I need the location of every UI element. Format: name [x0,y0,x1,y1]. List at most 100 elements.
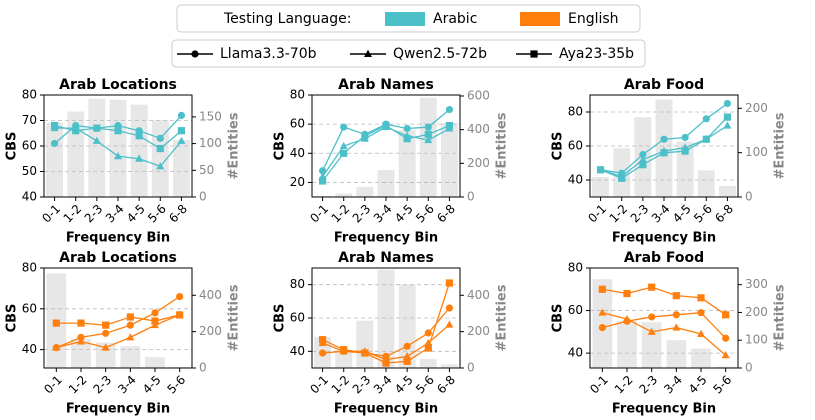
point [382,122,390,130]
point [638,155,647,163]
x-tick-label: 3-4 [103,202,127,226]
point [102,329,110,337]
point [445,122,454,130]
series-line [602,312,727,356]
point [721,351,730,359]
x-tick-label: 5-6 [691,202,715,226]
x-tick-label: 3-4 [661,373,685,397]
x-tick-label: 0-1 [307,202,331,226]
y-tick-label: 80 [22,88,37,102]
y-tick-label: 60 [568,139,583,153]
entity-bar [109,99,127,197]
entity-bar [335,349,353,368]
x-tick-label: 3-4 [649,202,673,226]
point [672,292,680,300]
point [77,337,85,345]
y-axis-label: CBS [551,304,566,333]
y2-tick-label: 300 [745,277,768,291]
y2-tick-label: 0 [467,190,475,204]
entity-bar [145,357,165,368]
y-tick-label: 60 [290,311,305,325]
point [623,314,631,323]
point [702,135,710,143]
point [156,134,164,142]
legend-label: Qwen2.5-72b [393,46,487,62]
point [403,135,411,143]
y-axis-label: CBS [5,132,20,161]
entity-bar [398,129,416,197]
series-line [602,312,727,339]
point [672,311,680,319]
point [647,327,656,335]
y-tick-label: 50 [22,164,37,178]
point [424,329,432,337]
point [722,334,730,342]
point [697,309,705,317]
point [101,343,110,351]
x-tick-label: 0-1 [587,373,611,397]
point [445,304,454,312]
chart-title: Arab Locations [59,77,177,93]
entity-bar [676,141,694,197]
x-tick-label: 5-6 [413,373,437,397]
y2-tick-label: 0 [467,361,475,375]
y-axis-label: CBS [273,304,288,333]
x-tick-label: 1-2 [612,373,636,397]
legend-swatch [385,12,425,26]
point [50,139,59,148]
x-tick-label: 2-3 [628,202,652,226]
point [340,346,348,354]
entity-bar [356,186,374,197]
entity-bar [172,139,190,197]
legend-marker [191,50,199,58]
x-tick-label: 6-8 [434,373,458,397]
x-tick-label: 1-2 [329,373,353,397]
y-tick-label: 80 [22,261,37,275]
entity-bar [377,269,395,368]
point [648,313,656,321]
legend-swatch [520,12,560,26]
y2-tick-label: 100 [199,136,222,150]
entity-bar [697,170,715,197]
legend-label: Llama3.3-70b [220,46,317,62]
y-tick-label: 20 [290,175,305,189]
y2-tick-label: 200 [467,156,490,170]
point [445,279,454,287]
y-tick-label: 60 [22,139,37,153]
point [681,133,689,142]
y-tick-label: 40 [568,346,583,360]
point [114,127,122,135]
point [52,319,60,327]
entity-bar [67,111,85,197]
point [403,357,411,365]
point [424,123,432,131]
entity-bar [617,320,637,368]
point [403,342,411,350]
x-axis-label: Frequency Bin [612,402,716,417]
x-tick-label: 5-6 [710,373,734,397]
point [177,136,186,144]
y-axis-label: CBS [551,132,566,161]
point [660,135,668,143]
y2-tick-label: 0 [199,361,207,375]
x-tick-label: 1-2 [329,202,353,226]
x-tick-label: 4-5 [392,373,416,397]
x-tick-label: 0-1 [585,202,609,226]
entity-bar [691,348,711,368]
y2-tick-label: 200 [745,305,768,319]
legend-marker [364,49,372,57]
plot-frame [43,267,193,369]
point [318,336,327,344]
point [382,359,390,367]
point [318,177,327,185]
entity-bar [440,364,458,368]
point [445,320,454,328]
x-tick-label: 0-1 [41,373,65,397]
y-tick-label: 80 [290,88,305,102]
y-tick-label: 40 [290,344,305,358]
point [176,292,184,301]
entity-bar [335,193,353,197]
point [639,150,647,159]
point [177,127,186,135]
